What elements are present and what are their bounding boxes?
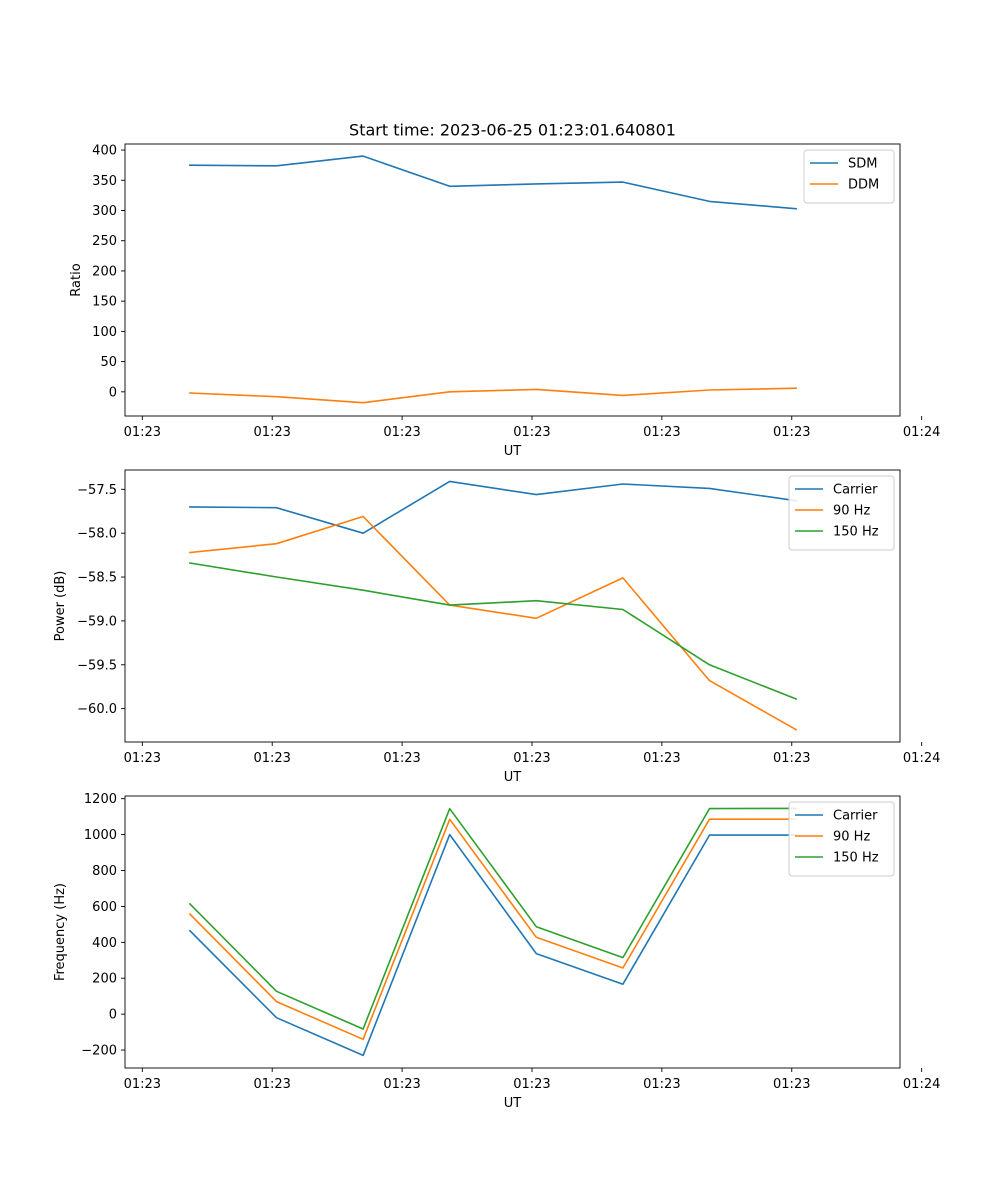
- x-tick-label: 01:23: [513, 1077, 550, 1092]
- x-tick-label: 01:23: [643, 1077, 680, 1092]
- x-axis-label: UT: [504, 1096, 522, 1111]
- axes-frame: [124, 469, 901, 743]
- x-tick-label: 01:23: [253, 1077, 290, 1092]
- y-tick-label: 100: [92, 325, 117, 340]
- series-line-1: [188, 833, 797, 1057]
- series-line-1: [189, 155, 797, 210]
- x-tick-label: 01:23: [383, 751, 420, 766]
- y-tick-label: −57.5: [77, 483, 117, 498]
- legend: Carrier 90 Hz 150 Hz: [788, 475, 895, 551]
- figure-title: Start time: 2023-06-25 01:23:01.640801: [349, 121, 676, 140]
- legend-label: Carrier: [833, 809, 878, 824]
- series-line-1: [189, 480, 798, 535]
- legend-label: 90 Hz: [833, 504, 870, 519]
- y-tick-label: 350: [92, 174, 117, 189]
- y-tick-label: −59.0: [77, 614, 117, 629]
- y-tick-label: 200: [92, 264, 117, 279]
- x-axis-label: UT: [504, 770, 522, 785]
- y-axis-label: Ratio: [69, 263, 84, 296]
- y-tick-label: −58.0: [77, 527, 117, 542]
- x-tick-label: 01:23: [253, 425, 290, 440]
- x-tick-label: 01:23: [773, 751, 810, 766]
- legend-label: Carrier: [833, 483, 878, 498]
- legend-label: 90 Hz: [833, 830, 870, 845]
- x-tick-label: 01:24: [903, 1077, 940, 1092]
- x-tick-label: 01:23: [124, 1077, 161, 1092]
- subplot-2: 01:23 01:23 01:23 01:23 01:23 01:23 01:24 −60.0…: [53, 469, 940, 785]
- series-line-3: [188, 807, 797, 1030]
- x-tick-label: 01:23: [773, 425, 810, 440]
- y-tick-label: 400: [92, 936, 117, 951]
- y-axis-label: Power (dB): [53, 571, 68, 642]
- y-tick-label: −200: [81, 1044, 117, 1059]
- x-tick-label: 01:23: [253, 751, 290, 766]
- axes-frame: [124, 143, 901, 417]
- legend: Carrier 90 Hz 150 Hz: [788, 801, 895, 877]
- series-line-2: [188, 818, 797, 1041]
- y-tick-label: 50: [100, 355, 117, 370]
- x-tick-label: 01:23: [513, 751, 550, 766]
- y-tick-label: −60.0: [77, 702, 117, 717]
- x-tick-label: 01:23: [383, 1077, 420, 1092]
- y-tick-label: 0: [109, 385, 117, 400]
- subplot-1: 01:23 01:23 01:23 01:23 01:23 01:23 01:24 0 50 10…: [69, 144, 940, 459]
- x-tick-label: 01:23: [643, 751, 680, 766]
- x-tick-label: 01:23: [513, 425, 550, 440]
- series-line-3: [188, 562, 798, 701]
- legend-label: SDM: [848, 157, 877, 172]
- x-tick-label: 01:24: [903, 751, 940, 766]
- y-tick-label: 250: [92, 234, 117, 249]
- y-tick-label: 0: [109, 1008, 117, 1023]
- subplot-3: 01:23 01:23 01:23 01:23 01:23 01:23 01:24 −200 0…: [53, 792, 940, 1111]
- y-tick-label: 150: [92, 295, 117, 310]
- legend-label: 150 Hz: [833, 851, 879, 866]
- y-tick-label: 400: [92, 144, 117, 159]
- y-tick-label: 800: [92, 864, 117, 879]
- legend: SDM DDM: [803, 149, 895, 204]
- y-tick-label: −59.5: [77, 658, 117, 673]
- axes-frame: [124, 795, 901, 1069]
- legend-label: DDM: [848, 178, 879, 193]
- x-axis-label: UT: [504, 444, 522, 459]
- legend-label: 150 Hz: [833, 525, 879, 540]
- y-tick-label: 200: [92, 972, 117, 987]
- y-tick-label: 1000: [84, 828, 117, 843]
- series-line-2: [189, 387, 797, 404]
- x-tick-label: 01:23: [773, 1077, 810, 1092]
- x-tick-label: 01:23: [383, 425, 420, 440]
- y-axis-label: Frequency (Hz): [53, 883, 68, 981]
- x-tick-label: 01:23: [124, 425, 161, 440]
- x-tick-label: 01:24: [903, 425, 940, 440]
- y-tick-label: 1200: [84, 792, 117, 807]
- series-line-2: [189, 515, 798, 731]
- y-tick-label: 600: [92, 900, 117, 915]
- x-tick-label: 01:23: [643, 425, 680, 440]
- y-tick-label: −58.5: [77, 571, 117, 586]
- x-tick-label: 01:23: [124, 751, 161, 766]
- y-tick-label: 300: [92, 204, 117, 219]
